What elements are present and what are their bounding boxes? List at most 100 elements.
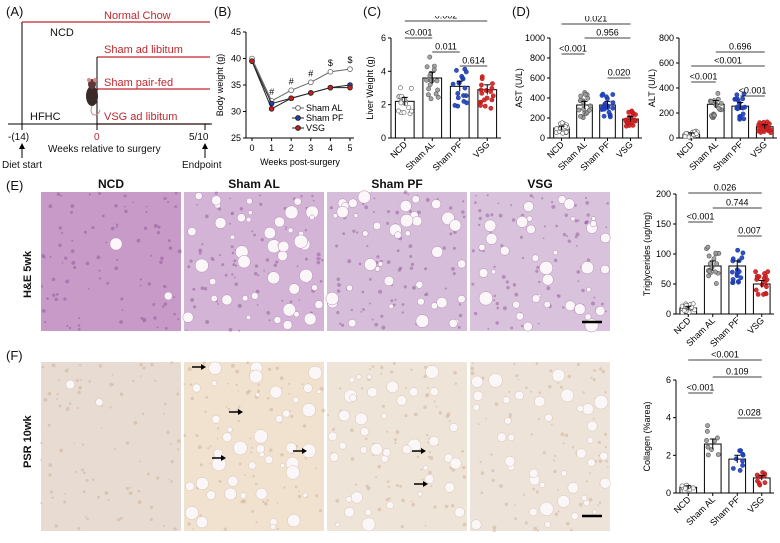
nucleus (524, 521, 528, 525)
diet-start-label: Diet start (2, 160, 43, 171)
nucleus (562, 442, 565, 445)
panel-label-a: (A) (6, 4, 24, 19)
nucleus (576, 362, 581, 367)
arrow-head-icon (201, 364, 206, 370)
nucleus (204, 410, 207, 413)
nucleus (257, 383, 260, 386)
nucleus (574, 235, 578, 239)
y-tick-label: 400 (659, 83, 674, 93)
y-tick-label: 800 (659, 33, 674, 43)
nucleus (321, 408, 326, 413)
significance-mark: # (269, 87, 274, 97)
nucleus (109, 406, 112, 409)
nucleus (234, 264, 238, 267)
nucleus (43, 397, 48, 402)
nucleus (578, 502, 583, 507)
nucleus (410, 500, 413, 503)
data-point (288, 87, 294, 94)
data-point (401, 110, 407, 115)
lipid-droplet (240, 492, 247, 499)
lipid-droplet (227, 426, 233, 433)
lipid-droplet (529, 468, 539, 478)
lipid-droplet (293, 311, 300, 318)
nucleus (54, 524, 59, 528)
nucleus (409, 266, 414, 270)
nucleus (71, 260, 76, 265)
nucleus (410, 262, 415, 267)
lipid-droplet (599, 451, 609, 461)
lipid-droplet (270, 523, 277, 530)
data-point (690, 485, 696, 491)
nucleus (261, 500, 265, 504)
nucleus (535, 362, 539, 365)
nucleus (214, 191, 218, 195)
lipid-droplet (361, 517, 376, 532)
data-point (736, 279, 741, 285)
nucleus (350, 457, 355, 461)
nucleus (82, 490, 86, 494)
nucleus (339, 322, 342, 325)
nucleus (424, 267, 428, 271)
nucleus (105, 241, 108, 244)
nucleus (98, 192, 102, 196)
nucleus (259, 202, 263, 206)
nucleus (426, 386, 429, 389)
lipid-droplet (557, 495, 570, 508)
nucleus (48, 463, 53, 467)
lipid-droplet (280, 463, 286, 469)
lipid-droplet (544, 521, 552, 528)
nucleus (584, 197, 587, 200)
lipid-droplet (586, 420, 598, 432)
nucleus (257, 389, 260, 393)
nucleus (84, 515, 87, 518)
lipid-droplet (539, 481, 546, 488)
nucleus (302, 424, 307, 428)
nucleus (396, 484, 399, 487)
nucleus (478, 209, 482, 213)
tissue-background (470, 362, 610, 531)
p-value-label: 0.696 (729, 42, 752, 52)
nucleus (506, 285, 510, 290)
nucleus (263, 269, 265, 272)
lipid-droplet (478, 243, 486, 251)
nucleus (562, 232, 567, 237)
data-point (424, 77, 429, 83)
lipid-droplet (600, 264, 610, 275)
nucleus (606, 202, 609, 205)
nucleus (285, 228, 287, 231)
lipid-droplet (247, 210, 253, 215)
nucleus (231, 251, 235, 255)
data-point (740, 111, 746, 117)
nucleus (41, 365, 45, 369)
nucleus (137, 489, 141, 493)
lipid-droplet (507, 434, 515, 441)
y-tick-label: 35 (231, 80, 241, 90)
nucleus (585, 200, 590, 205)
data-point (740, 96, 746, 102)
data-point (758, 130, 764, 135)
nucleus (177, 318, 180, 321)
nucleus (514, 504, 516, 507)
lipid-droplet (504, 456, 516, 467)
nucleus (245, 391, 250, 395)
nucleus (210, 256, 214, 261)
data-point (764, 284, 769, 290)
lipid-droplet (590, 220, 597, 228)
lipid-droplet (567, 482, 579, 494)
nucleus (61, 262, 64, 264)
lipid-droplet (586, 436, 594, 444)
nucleus (123, 194, 127, 198)
sham-pf-label: Sham pair-fed (104, 77, 174, 89)
data-point (490, 93, 496, 99)
lipid-droplet (349, 394, 357, 402)
nucleus (428, 470, 432, 475)
lipid-droplet (246, 197, 253, 205)
vsg-al-label: VSG ad libitum (104, 111, 178, 123)
lipid-droplet (345, 496, 353, 503)
data-point (587, 103, 593, 109)
nucleus (321, 258, 324, 262)
nucleus (498, 213, 503, 218)
nucleus (486, 194, 489, 197)
